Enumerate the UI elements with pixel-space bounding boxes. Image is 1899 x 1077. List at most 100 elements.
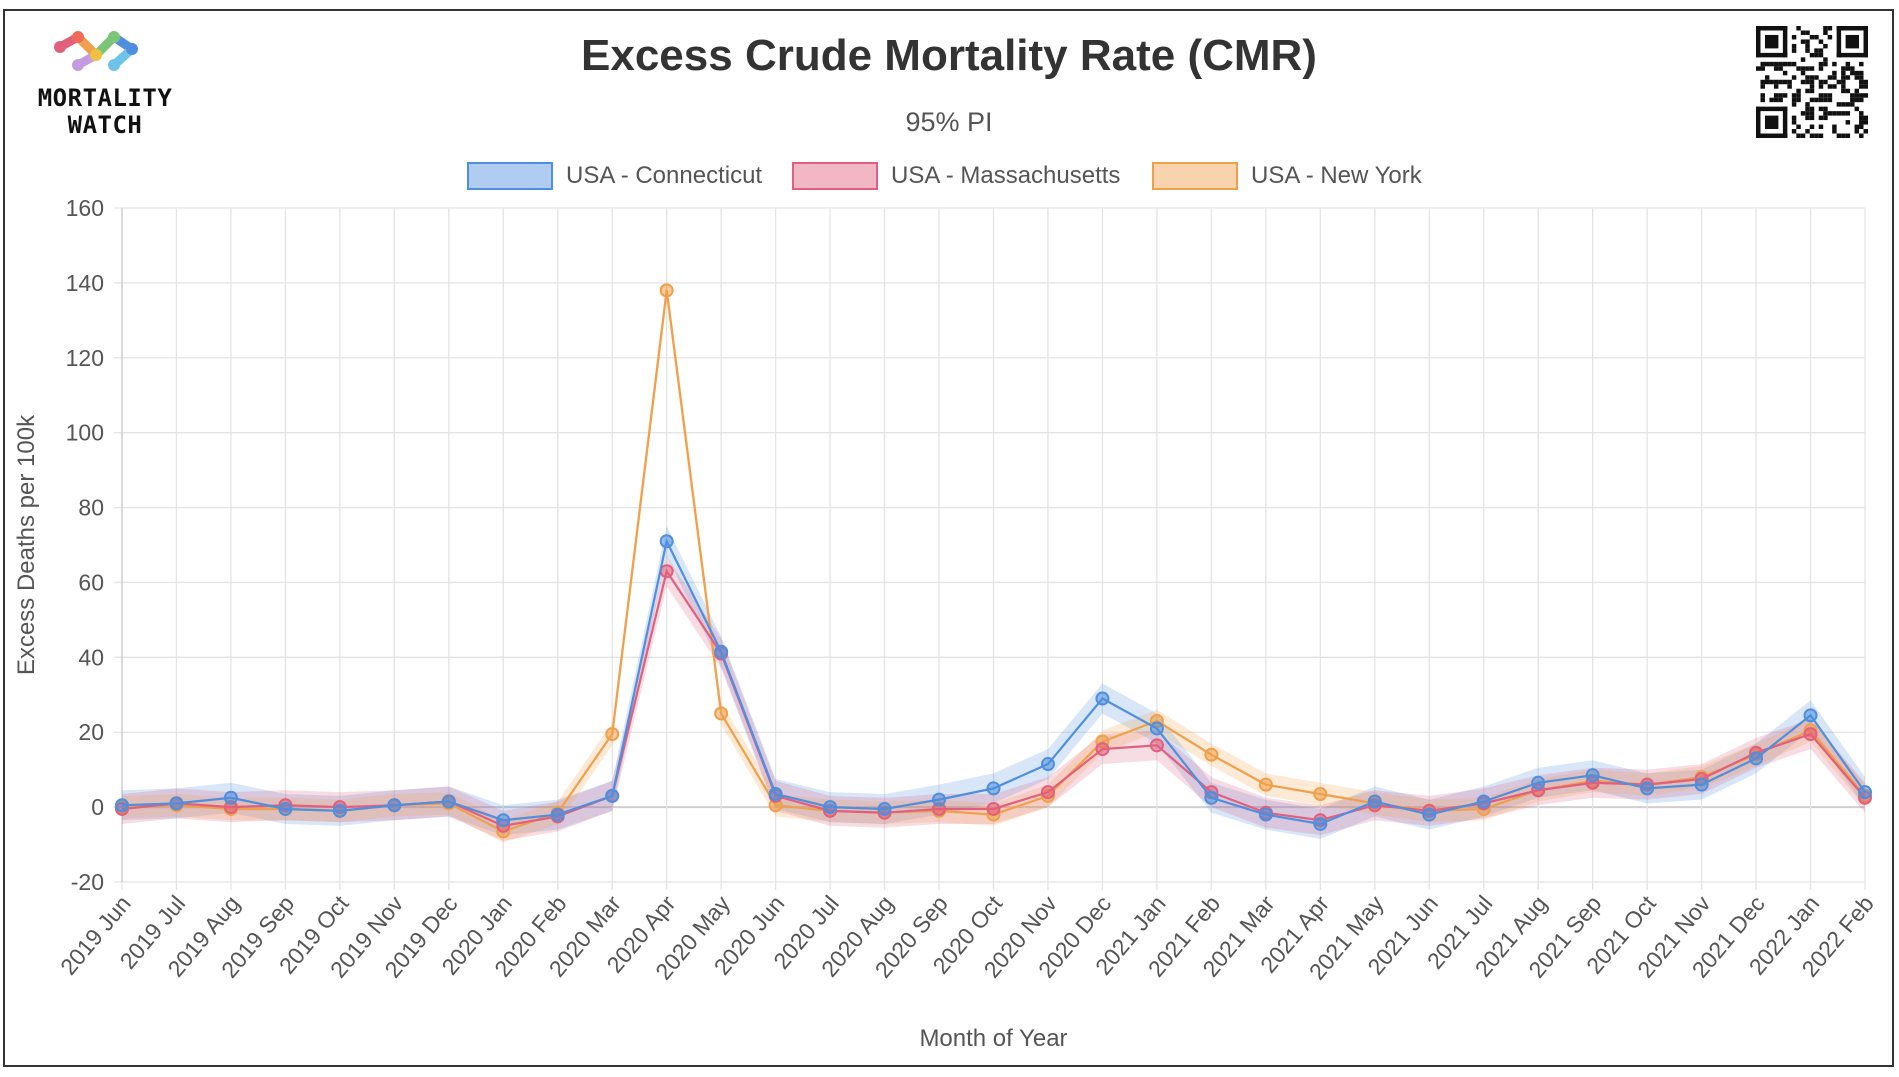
logo-line-1: MORTALITY: [37, 84, 173, 112]
qr-module: [1809, 75, 1815, 80]
legend-label: USA - Massachusetts: [891, 162, 1120, 189]
legend-swatch: [792, 162, 878, 190]
data-point[interactable]: [1204, 747, 1219, 762]
qr-module: [1836, 79, 1842, 85]
y-tick-label: 160: [66, 195, 104, 221]
qr-module: [1841, 70, 1846, 76]
qr-module: [1841, 111, 1846, 116]
data-point[interactable]: [1149, 738, 1164, 753]
legend-item[interactable]: USA - Massachusetts: [792, 162, 1120, 190]
qr-module: [1823, 79, 1828, 85]
data-point[interactable]: [659, 283, 674, 298]
qr-code-icon[interactable]: [1756, 26, 1868, 138]
y-tick-label: -20: [71, 869, 104, 895]
data-point[interactable]: [1040, 757, 1055, 772]
data-point[interactable]: [1367, 794, 1382, 809]
qr-module: [1764, 79, 1770, 85]
x-tick-label: 2019 Jun: [55, 891, 136, 980]
qr-module: [1796, 93, 1801, 98]
qr-module: [1832, 129, 1837, 134]
qr-module: [1859, 79, 1864, 85]
data-point[interactable]: [1313, 816, 1328, 831]
qr-module: [1827, 84, 1833, 89]
qr-module: [1827, 75, 1833, 80]
data-point[interactable]: [1531, 775, 1546, 790]
data-point[interactable]: [714, 706, 729, 721]
data-point[interactable]: [1858, 785, 1872, 800]
data-point[interactable]: [659, 534, 674, 549]
qr-module: [1832, 124, 1837, 130]
data-point[interactable]: [441, 794, 456, 809]
qr-module: [1823, 26, 1828, 31]
data-point[interactable]: [605, 788, 620, 803]
data-point[interactable]: [332, 803, 347, 818]
data-point[interactable]: [496, 813, 511, 828]
qr-module: [1805, 79, 1810, 85]
qr-module: [1854, 124, 1860, 130]
data-point[interactable]: [1803, 708, 1818, 723]
qr-module: [1760, 79, 1765, 85]
data-point[interactable]: [1313, 787, 1328, 802]
data-point[interactable]: [768, 787, 783, 802]
data-point[interactable]: [605, 727, 620, 742]
data-point[interactable]: [1095, 742, 1110, 757]
qr-module: [1773, 66, 1779, 71]
data-point[interactable]: [1095, 691, 1110, 706]
qr-module: [1863, 93, 1868, 98]
data-point[interactable]: [1422, 807, 1437, 822]
data-point[interactable]: [714, 644, 729, 659]
y-axis-title: Excess Deaths per 100k: [13, 414, 40, 675]
legend-item[interactable]: USA - New York: [1152, 162, 1423, 190]
data-point[interactable]: [1258, 777, 1273, 792]
qr-module: [1818, 39, 1824, 44]
qr-module: [1756, 26, 1761, 58]
qr-module: [1760, 93, 1765, 98]
qr-module: [1850, 66, 1855, 71]
qr-module: [1818, 133, 1824, 138]
data-point[interactable]: [115, 798, 129, 813]
data-point[interactable]: [223, 790, 238, 805]
data-point[interactable]: [1694, 777, 1709, 792]
qr-module: [1863, 79, 1868, 85]
data-point[interactable]: [659, 564, 674, 579]
data-point[interactable]: [387, 798, 402, 813]
data-point[interactable]: [169, 796, 184, 811]
qr-module: [1854, 129, 1860, 134]
qr-module: [1863, 26, 1868, 58]
qr-module: [1854, 93, 1860, 98]
data-point[interactable]: [1585, 768, 1600, 783]
mortality-watch-logo[interactable]: MORTALITY WATCH: [20, 25, 190, 145]
qr-module: [1809, 88, 1815, 94]
qr-module: [1841, 88, 1846, 94]
data-point[interactable]: [1258, 807, 1273, 822]
qr-module: [1805, 30, 1810, 35]
legend-label: USA - New York: [1251, 162, 1423, 189]
data-point[interactable]: [932, 792, 947, 807]
qr-module: [1782, 70, 1788, 76]
legend-swatch: [1152, 162, 1238, 190]
data-point[interactable]: [986, 801, 1001, 816]
qr-module: [1756, 106, 1788, 112]
data-point[interactable]: [1149, 721, 1164, 736]
data-point[interactable]: [1640, 781, 1655, 796]
logo-line-2: WATCH: [67, 111, 143, 139]
data-point[interactable]: [877, 801, 892, 816]
data-point[interactable]: [1204, 790, 1219, 805]
data-point[interactable]: [550, 807, 565, 822]
qr-module: [1796, 133, 1801, 138]
data-point[interactable]: [278, 801, 293, 816]
qr-module: [1760, 97, 1765, 103]
data-point[interactable]: [1040, 785, 1055, 800]
qr-module: [1805, 88, 1810, 94]
data-point[interactable]: [1749, 751, 1764, 766]
data-point[interactable]: [986, 781, 1001, 796]
legend-item[interactable]: USA - Connecticut: [467, 162, 762, 190]
qr-module: [1800, 79, 1806, 85]
qr-module: [1836, 26, 1868, 31]
data-point[interactable]: [1476, 794, 1491, 809]
data-point[interactable]: [823, 800, 838, 815]
qr-module: [1805, 111, 1810, 116]
qr-module: [1845, 88, 1851, 94]
data-point[interactable]: [1803, 727, 1818, 742]
y-tick-label: 40: [78, 644, 104, 670]
